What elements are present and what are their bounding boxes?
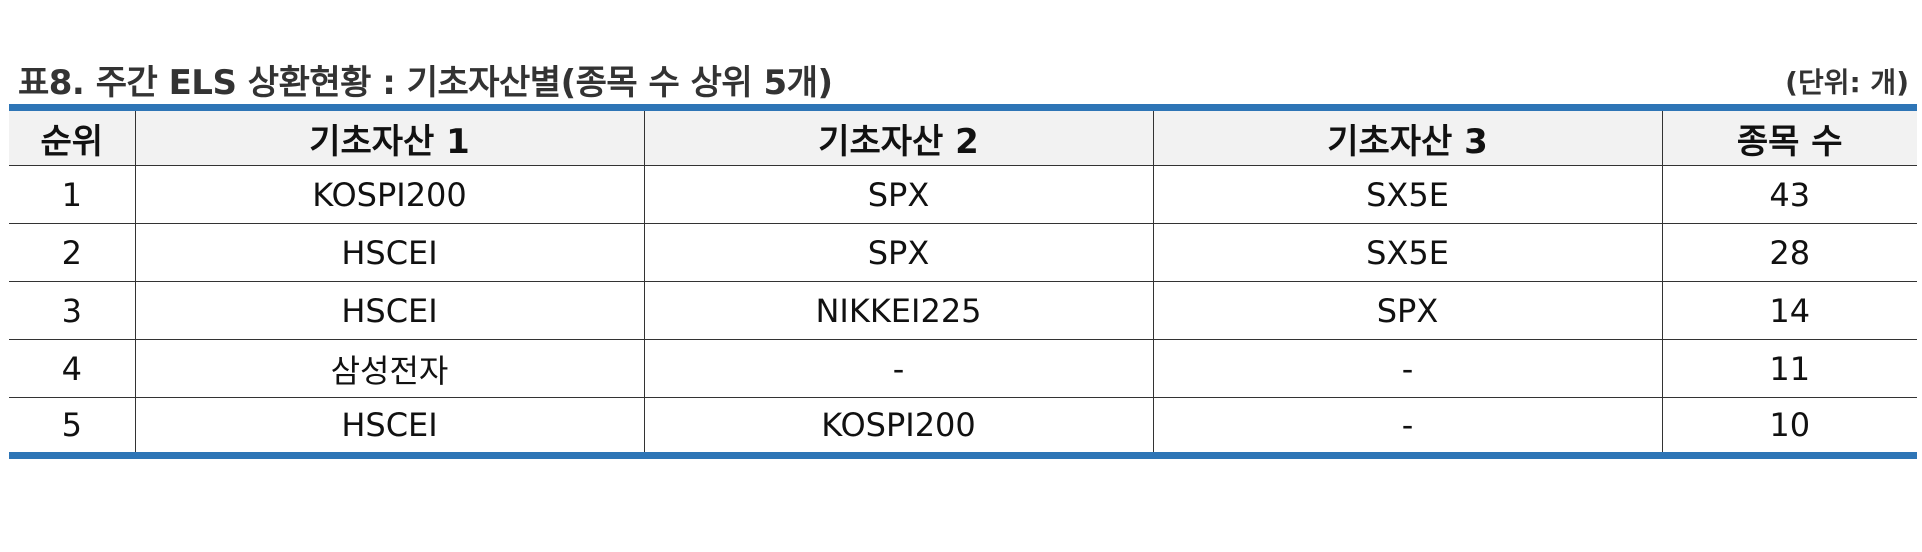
cell-count: 10 [1661, 397, 1917, 456]
cell-underlying-3: SX5E [1152, 165, 1663, 224]
cell-underlying-1: HSCEI [134, 223, 645, 282]
cell-rank: 4 [9, 339, 136, 398]
cell-count: 28 [1661, 223, 1917, 282]
title-row: 표8. 주간 ELS 상환현황 : 기초자산별(종목 수 상위 5개) (단위:… [9, 48, 1917, 104]
cell-count: 43 [1661, 165, 1917, 224]
table-row: 3 HSCEI NIKKEI225 SPX 14 [9, 281, 1917, 340]
cell-underlying-3: - [1152, 397, 1663, 456]
cell-underlying-2: SPX [643, 165, 1154, 224]
cell-underlying-3: - [1152, 339, 1663, 398]
cell-underlying-3: SX5E [1152, 223, 1663, 282]
cell-underlying-2: SPX [643, 223, 1154, 282]
header-rank: 순위 [9, 107, 136, 166]
table-row: 5 HSCEI KOSPI200 - 10 [9, 397, 1917, 456]
header-underlying-2: 기초자산 2 [643, 107, 1154, 166]
cell-count: 11 [1661, 339, 1917, 398]
cell-underlying-2: - [643, 339, 1154, 398]
redemption-table: 순위 기초자산 1 기초자산 2 기초자산 3 종목 수 1 KOSPI200 … [9, 104, 1917, 459]
cell-underlying-1: 삼성전자 [134, 339, 645, 398]
cell-rank: 3 [9, 281, 136, 340]
table-row: 2 HSCEI SPX SX5E 28 [9, 223, 1917, 282]
cell-underlying-2: KOSPI200 [643, 397, 1154, 456]
cell-underlying-1: KOSPI200 [134, 165, 645, 224]
cell-rank: 2 [9, 223, 136, 282]
header-underlying-1: 기초자산 1 [134, 107, 645, 166]
cell-underlying-1: HSCEI [134, 397, 645, 456]
table-row: 1 KOSPI200 SPX SX5E 43 [9, 165, 1917, 224]
table-title: 표8. 주간 ELS 상환현황 : 기초자산별(종목 수 상위 5개) [18, 63, 833, 103]
cell-rank: 5 [9, 397, 136, 456]
cell-rank: 1 [9, 165, 136, 224]
table-row: 4 삼성전자 - - 11 [9, 339, 1917, 398]
unit-label: (단위: 개) [1785, 66, 1909, 99]
cell-count: 14 [1661, 281, 1917, 340]
cell-underlying-2: NIKKEI225 [643, 281, 1154, 340]
cell-underlying-3: SPX [1152, 281, 1663, 340]
cell-underlying-1: HSCEI [134, 281, 645, 340]
header-count: 종목 수 [1661, 107, 1917, 166]
header-row: 순위 기초자산 1 기초자산 2 기초자산 3 종목 수 [9, 107, 1917, 166]
table-container: 표8. 주간 ELS 상환현황 : 기초자산별(종목 수 상위 5개) (단위:… [9, 48, 1917, 459]
header-underlying-3: 기초자산 3 [1152, 107, 1663, 166]
